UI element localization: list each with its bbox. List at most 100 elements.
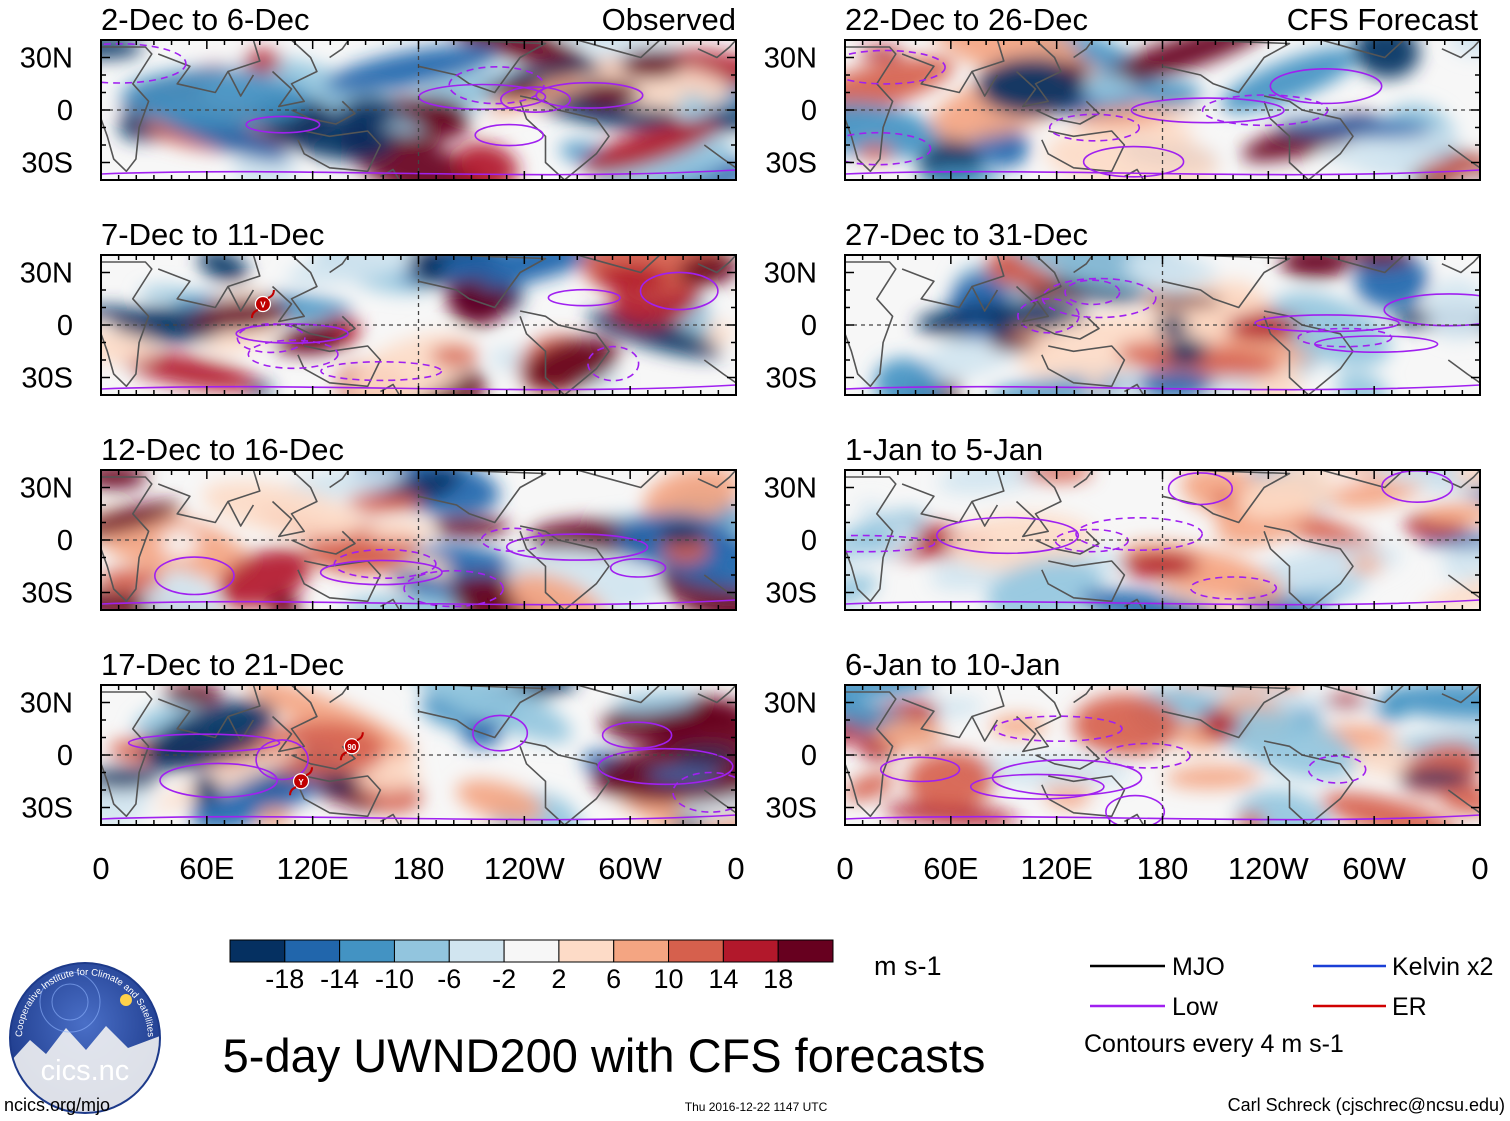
logo-wordmark: cics.nc <box>41 1055 130 1087</box>
anomaly-blob <box>1420 570 1480 610</box>
y-tick-label: 30S <box>765 363 817 395</box>
colorbar-tick-label: 18 <box>763 964 793 994</box>
x-tick-label: 0 <box>92 851 109 886</box>
anomaly-blob <box>101 501 182 537</box>
x-tick-label: 180 <box>393 851 445 886</box>
anomaly-core <box>693 698 736 730</box>
anomaly-core <box>340 96 400 128</box>
anomaly-blob <box>1269 292 1391 368</box>
anomaly-blob <box>883 802 1019 825</box>
anomaly-core <box>372 255 400 265</box>
anomaly-blob <box>454 142 519 180</box>
anomaly-core <box>1450 40 1480 56</box>
panel-12-dec-to-16-dec: 12-Dec to 16-Dec 30N 0 30S <box>20 432 737 611</box>
anomaly-blob <box>1277 116 1434 139</box>
colorbar-tick-label: -2 <box>492 964 516 994</box>
y-tick-label: 30N <box>20 688 73 720</box>
low-contours <box>845 470 1480 606</box>
anomaly-core <box>101 569 164 592</box>
y-tick-label: 30S <box>765 578 817 610</box>
anomaly-core <box>163 685 223 706</box>
y-tick-label: 30N <box>764 43 817 75</box>
anomaly-core <box>101 767 160 790</box>
anomaly-blob <box>1078 589 1221 610</box>
colorbar-tick-label: 6 <box>606 964 621 994</box>
legend-label-kelvin: Kelvin x2 <box>1392 953 1493 981</box>
anomaly-core <box>962 320 994 340</box>
cics-logo: cics.nc Cooperative Institute for Climat… <box>9 962 161 1114</box>
tropical-cyclone-icon: 90 <box>339 732 364 761</box>
anomaly-core <box>246 381 273 395</box>
colorbar-tick-label: 10 <box>653 964 683 994</box>
x-tick-label: 120W <box>484 851 566 886</box>
anomaly-core <box>193 774 219 805</box>
anomaly-core <box>1120 551 1199 579</box>
anomaly-core <box>243 50 282 74</box>
anomaly-core <box>859 46 904 61</box>
anomaly-blob <box>1353 40 1420 79</box>
anomaly-core <box>1145 294 1223 308</box>
anomaly-core <box>1156 313 1188 337</box>
footer-url[interactable]: ncics.org/mjo <box>4 1095 110 1115</box>
anomaly-core <box>1280 255 1352 278</box>
anomaly-core <box>845 525 896 553</box>
anomaly-blob <box>153 746 301 811</box>
anomaly-blob <box>217 548 312 609</box>
anomaly-blob <box>845 574 878 607</box>
low-contours <box>845 715 1480 825</box>
anomaly-core <box>139 286 191 301</box>
colorbar-swatch <box>722 939 779 963</box>
coastlines <box>845 255 1480 395</box>
panel-title: 27-Dec to 31-Dec <box>845 217 1088 252</box>
anomaly-blob <box>1244 544 1402 592</box>
anomaly-blob <box>342 594 470 610</box>
y-tick-label: 0 <box>57 310 73 342</box>
colorbar-tick-label: 14 <box>708 964 738 994</box>
y-tick-label: 30N <box>764 258 817 290</box>
colorbar-swatch <box>284 939 341 963</box>
anomaly-core <box>1420 503 1480 526</box>
anomaly-blob <box>120 351 259 392</box>
anomaly-core <box>1324 693 1368 708</box>
coastlines <box>101 255 736 395</box>
anomaly-blob <box>1099 40 1272 86</box>
anomaly-core <box>101 306 138 321</box>
anomaly-blob <box>1165 765 1261 789</box>
y-tick-label: 30N <box>764 688 817 720</box>
x-tick-label: 60E <box>179 851 234 886</box>
anomaly-blob <box>1133 280 1262 358</box>
anomaly-blob <box>845 56 956 124</box>
panel-6-jan-to-10-jan: 6-Jan to 10-Jan 30N 0 30S <box>764 647 1481 826</box>
x-tick-label: 120W <box>1228 851 1310 886</box>
anomaly-core <box>1082 72 1134 102</box>
colorbar-swatch <box>229 939 286 963</box>
y-tick-label: 30S <box>765 148 817 180</box>
anomaly-core <box>1238 811 1265 825</box>
panel-22-dec-to-26-dec: 22-Dec to 26-Dec 30N 0 30S <box>764 2 1481 181</box>
anomaly-core <box>101 470 147 489</box>
anomaly-core <box>646 768 722 784</box>
coastlines <box>101 470 736 610</box>
anomaly-blob <box>402 685 573 743</box>
anomaly-core <box>1345 255 1413 267</box>
panel-title: 1-Jan to 5-Jan <box>845 432 1043 467</box>
panel-title: 22-Dec to 26-Dec <box>845 2 1088 37</box>
y-tick-label: 0 <box>57 525 73 557</box>
anomaly-blob <box>613 691 697 714</box>
anomaly-core <box>619 583 644 599</box>
colorbar-tick-label: -10 <box>375 964 414 994</box>
colorbar-tick-label: 2 <box>551 964 566 994</box>
y-tick-label: 30S <box>21 578 73 610</box>
x-tick-label: 0 <box>836 851 853 886</box>
anomaly-core <box>1060 61 1088 75</box>
y-tick-label: 30S <box>21 793 73 825</box>
anomaly-core <box>430 345 479 366</box>
colorbar-tick-label: -18 <box>265 964 304 994</box>
anomaly-core <box>657 523 707 545</box>
storm-label: Y <box>298 778 304 787</box>
legend-label-mjo: MJO <box>1172 953 1225 981</box>
anomaly-blob <box>198 255 249 283</box>
anomaly-blob <box>1125 255 1218 296</box>
anomaly-blob <box>906 751 996 809</box>
anomaly-core <box>678 94 707 122</box>
